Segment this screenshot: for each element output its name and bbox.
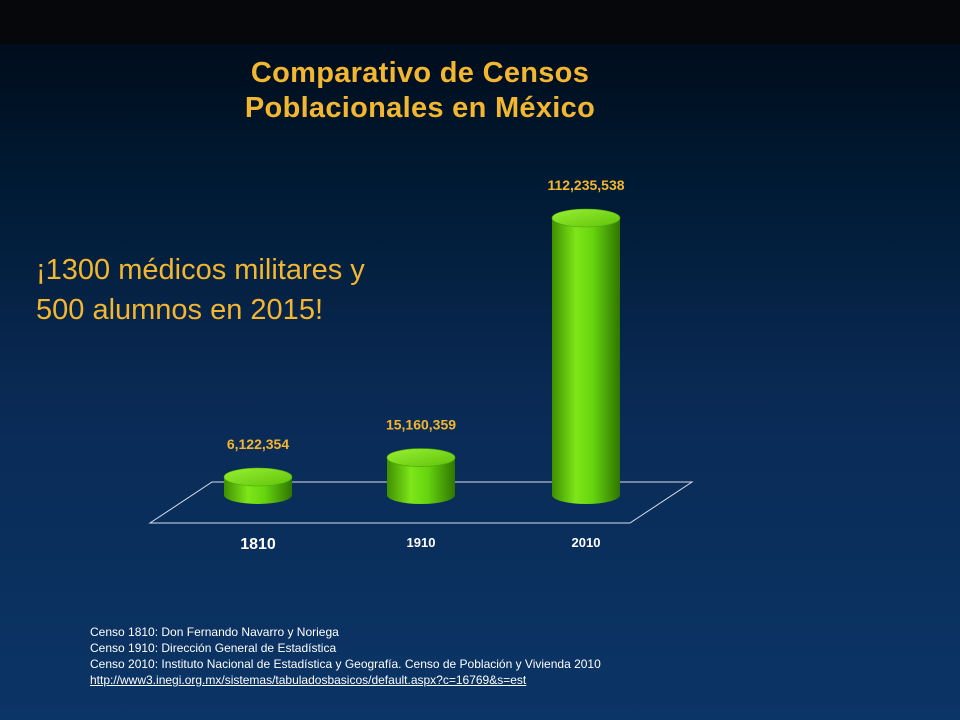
source-link[interactable]: http://www3.inegi.org.mx/sistemas/tabula… (90, 673, 527, 687)
source-2010: Censo 2010: Instituto Nacional de Estadí… (90, 657, 601, 671)
category-label-1910: 1910 (407, 535, 436, 550)
sources-footer: Censo 1810: Don Fernando Navarro y Norie… (90, 624, 601, 688)
bar-top-1810 (223, 467, 293, 487)
chart-title-line-2: Poblacionales en México (244, 92, 596, 124)
bar-1910 (387, 457, 455, 504)
data-label-1910: 15,160,359 (386, 417, 456, 433)
data-label-1810: 6,122,354 (227, 436, 289, 452)
bar-top-2010 (551, 208, 621, 228)
category-label-2010: 2010 (572, 535, 601, 550)
source-1910: Censo 1910: Dirección General de Estadís… (90, 641, 337, 655)
bar-top-1910 (386, 448, 456, 467)
chart-floor (148, 481, 694, 524)
source-1810: Censo 1810: Don Fernando Navarro y Norie… (90, 625, 339, 639)
callout-line-2: 500 alumnos en 2015! (36, 294, 323, 326)
category-label-1810: 1810 (240, 536, 276, 553)
bar-2010 (552, 218, 620, 504)
chart-title-line-1: Comparativo de Censos (250, 57, 590, 89)
callout-text: ¡1300 médicos militares y 500 alumnos en… (36, 250, 456, 330)
chart-title: Comparativo de Censos Poblacionales en M… (0, 56, 840, 126)
top-bar (0, 0, 960, 44)
callout-line-1: ¡1300 médicos militares y (36, 254, 365, 286)
data-label-2010: 112,235,538 (547, 177, 624, 193)
